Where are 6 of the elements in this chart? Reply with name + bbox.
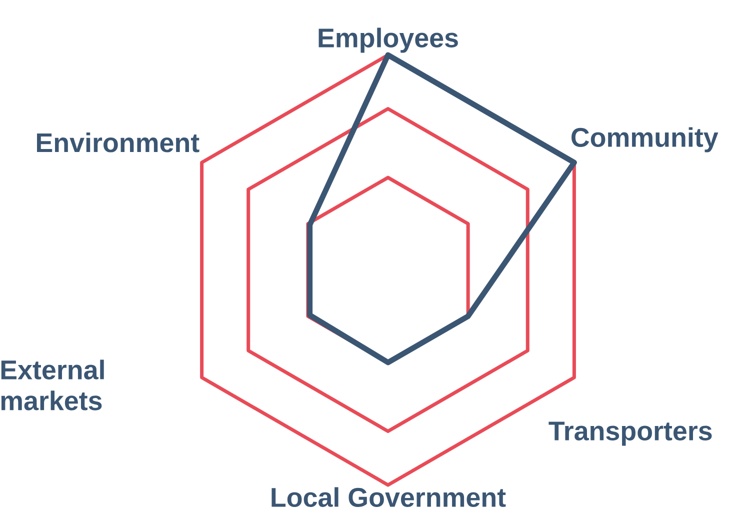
- spoke-label: Local Government: [272, 487, 506, 507]
- spoke-label: Community: [572, 127, 718, 152]
- spoke-label: Transporters: [548, 422, 712, 446]
- spoke-label: Employees: [318, 28, 458, 53]
- spoke-label: Environment: [36, 132, 200, 152]
- spoke-label: External markets: [1, 360, 104, 410]
